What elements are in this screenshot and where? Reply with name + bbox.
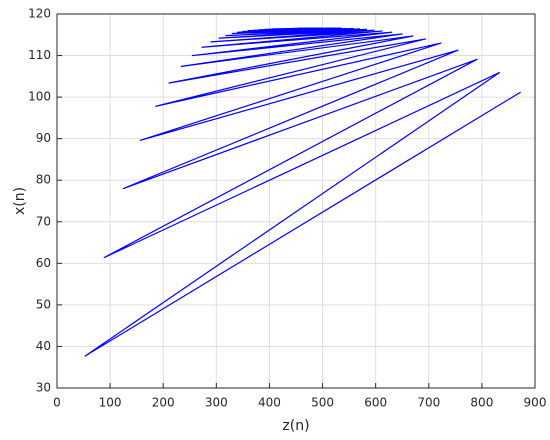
y-tick-label: 100 [28,90,51,104]
y-tick-label: 60 [36,256,51,270]
data-line [84,27,521,357]
x-tick-label: 100 [99,396,122,410]
x-tick-label: 900 [524,396,547,410]
x-tick-label: 500 [311,396,334,410]
y-tick-label: 50 [36,297,51,311]
y-tick-label: 40 [36,339,51,353]
axes-box [56,13,536,389]
x-tick-label: 400 [258,396,281,410]
x-tick-label: 700 [417,396,440,410]
y-tick-label: 70 [36,214,51,228]
y-tick-label: 110 [28,48,51,62]
y-tick-label: 90 [36,131,51,145]
y-axis-label: x(n) [12,187,28,215]
x-axis-label: z(n) [282,418,309,434]
y-tick-label: 120 [28,7,51,21]
x-tick-label: 0 [53,396,61,410]
x-tick-label: 800 [470,396,493,410]
y-tick-label: 30 [36,381,51,395]
y-tick-label: 80 [36,173,51,187]
x-tick-label: 200 [152,396,175,410]
plot-area [57,14,535,388]
x-tick-label: 300 [205,396,228,410]
x-tick-label: 600 [364,396,387,410]
